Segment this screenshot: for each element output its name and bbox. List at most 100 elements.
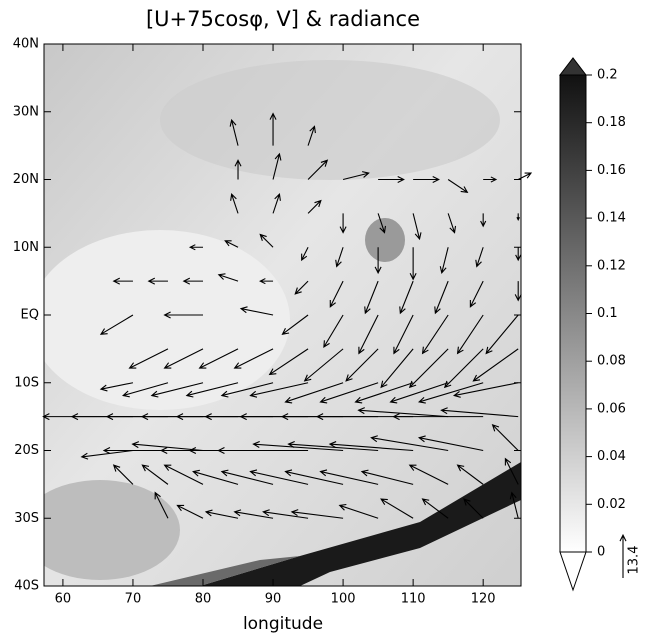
wind-vector [399, 280, 414, 315]
wind-vector [233, 348, 274, 369]
wind-vector [147, 277, 168, 285]
y-tick-label: 20S [14, 443, 39, 458]
wind-vector [319, 382, 379, 404]
wind-vector [185, 382, 239, 398]
colorbar-extend-top [558, 57, 588, 76]
wind-vector [357, 407, 449, 418]
wind-vector [335, 247, 344, 268]
wind-vector [249, 469, 309, 485]
x-tick-label: 90 [265, 592, 282, 607]
wind-vector [421, 314, 449, 355]
y-tick-label: 30N [13, 104, 39, 119]
wind-vector [128, 348, 169, 369]
wind-vector [269, 112, 277, 146]
wind-vector [378, 176, 405, 183]
wind-vector [176, 504, 204, 519]
wind-vector [323, 314, 344, 349]
x-tick-label: 110 [401, 592, 426, 607]
wind-vector [141, 464, 169, 485]
wind-vector [377, 213, 387, 234]
wind-vector [472, 348, 519, 382]
wind-vector [354, 382, 414, 404]
wind-vector [319, 469, 379, 485]
wind-vector [509, 491, 519, 519]
wind-vector [252, 441, 344, 452]
colorbar-extend-bottom [559, 551, 587, 592]
x-tick-label: 120 [471, 592, 496, 607]
wind-vector [516, 213, 520, 222]
wind-vector [281, 314, 309, 335]
colorbar-tick-label: 0.16 [597, 163, 626, 178]
colorbar-tick-label: 0.18 [597, 115, 626, 130]
wind-vector [380, 498, 414, 519]
colorbar-tick-label: 0 [597, 545, 605, 560]
wind-vector [434, 280, 449, 315]
wind-vector [259, 233, 274, 248]
colorbar-tick-label: 0.12 [597, 258, 626, 273]
wind-vector [475, 247, 484, 268]
colorbar-tick-label: 0.1 [597, 306, 618, 321]
wind-vector [447, 179, 469, 193]
y-tick-label: 30S [14, 511, 39, 526]
wind-vector [342, 171, 370, 181]
wind-vector [463, 498, 484, 519]
x-axis-label: longitude [243, 614, 323, 634]
wind-vector [268, 348, 309, 376]
wind-vector [469, 280, 484, 308]
wind-vector [163, 464, 204, 485]
wind-vector [409, 247, 417, 281]
wind-vector [345, 348, 379, 382]
wind-vector [262, 509, 309, 519]
colorbar-tick-label: 0.04 [597, 449, 626, 464]
wind-vector [290, 509, 344, 519]
wind-vector [192, 469, 239, 485]
wind-vector [491, 424, 519, 451]
wind-vector [417, 435, 484, 452]
wind-vector [259, 278, 274, 285]
wind-vector [329, 280, 344, 308]
wind-vector [515, 247, 522, 262]
wind-vector [249, 382, 309, 398]
wind-vector [217, 273, 239, 282]
wind-vector [380, 348, 414, 389]
y-tick-label: EQ [21, 308, 39, 323]
wind-vector [284, 469, 344, 485]
wind-vector [517, 172, 533, 180]
wind-vector [112, 277, 133, 285]
wind-vector [485, 314, 519, 355]
wind-vector [514, 281, 522, 302]
wind-vector [412, 213, 422, 241]
wind-vector [287, 441, 379, 452]
wind-vector [163, 311, 203, 319]
wind-vector [220, 382, 274, 398]
wind-vector [370, 435, 449, 452]
wind-vector [393, 314, 414, 355]
wind-vector [229, 118, 239, 146]
wind-vector [234, 159, 242, 180]
wind-vector [150, 382, 204, 398]
wind-vector [504, 457, 519, 485]
wind-vector [389, 382, 449, 404]
wind-vector [272, 152, 282, 180]
wind-vector [272, 193, 281, 214]
wind-vector [338, 503, 379, 519]
wind-vector [440, 407, 519, 418]
reference-vector [619, 533, 627, 578]
wind-vector [99, 382, 134, 392]
wind-vector [339, 213, 347, 234]
wind-vector [102, 447, 168, 454]
wind-vector [307, 125, 316, 146]
wind-vector [198, 348, 239, 369]
wind-vector [358, 314, 379, 355]
wind-vector [421, 498, 449, 519]
wind-vector [188, 244, 203, 251]
wind-vector [456, 314, 484, 355]
wind-vector [220, 469, 274, 485]
wind-vector [392, 413, 484, 421]
wind-vector [224, 240, 239, 248]
wind-vector [233, 509, 274, 519]
colorbar-tick-label: 0.08 [597, 354, 626, 369]
wind-vector [439, 247, 449, 275]
